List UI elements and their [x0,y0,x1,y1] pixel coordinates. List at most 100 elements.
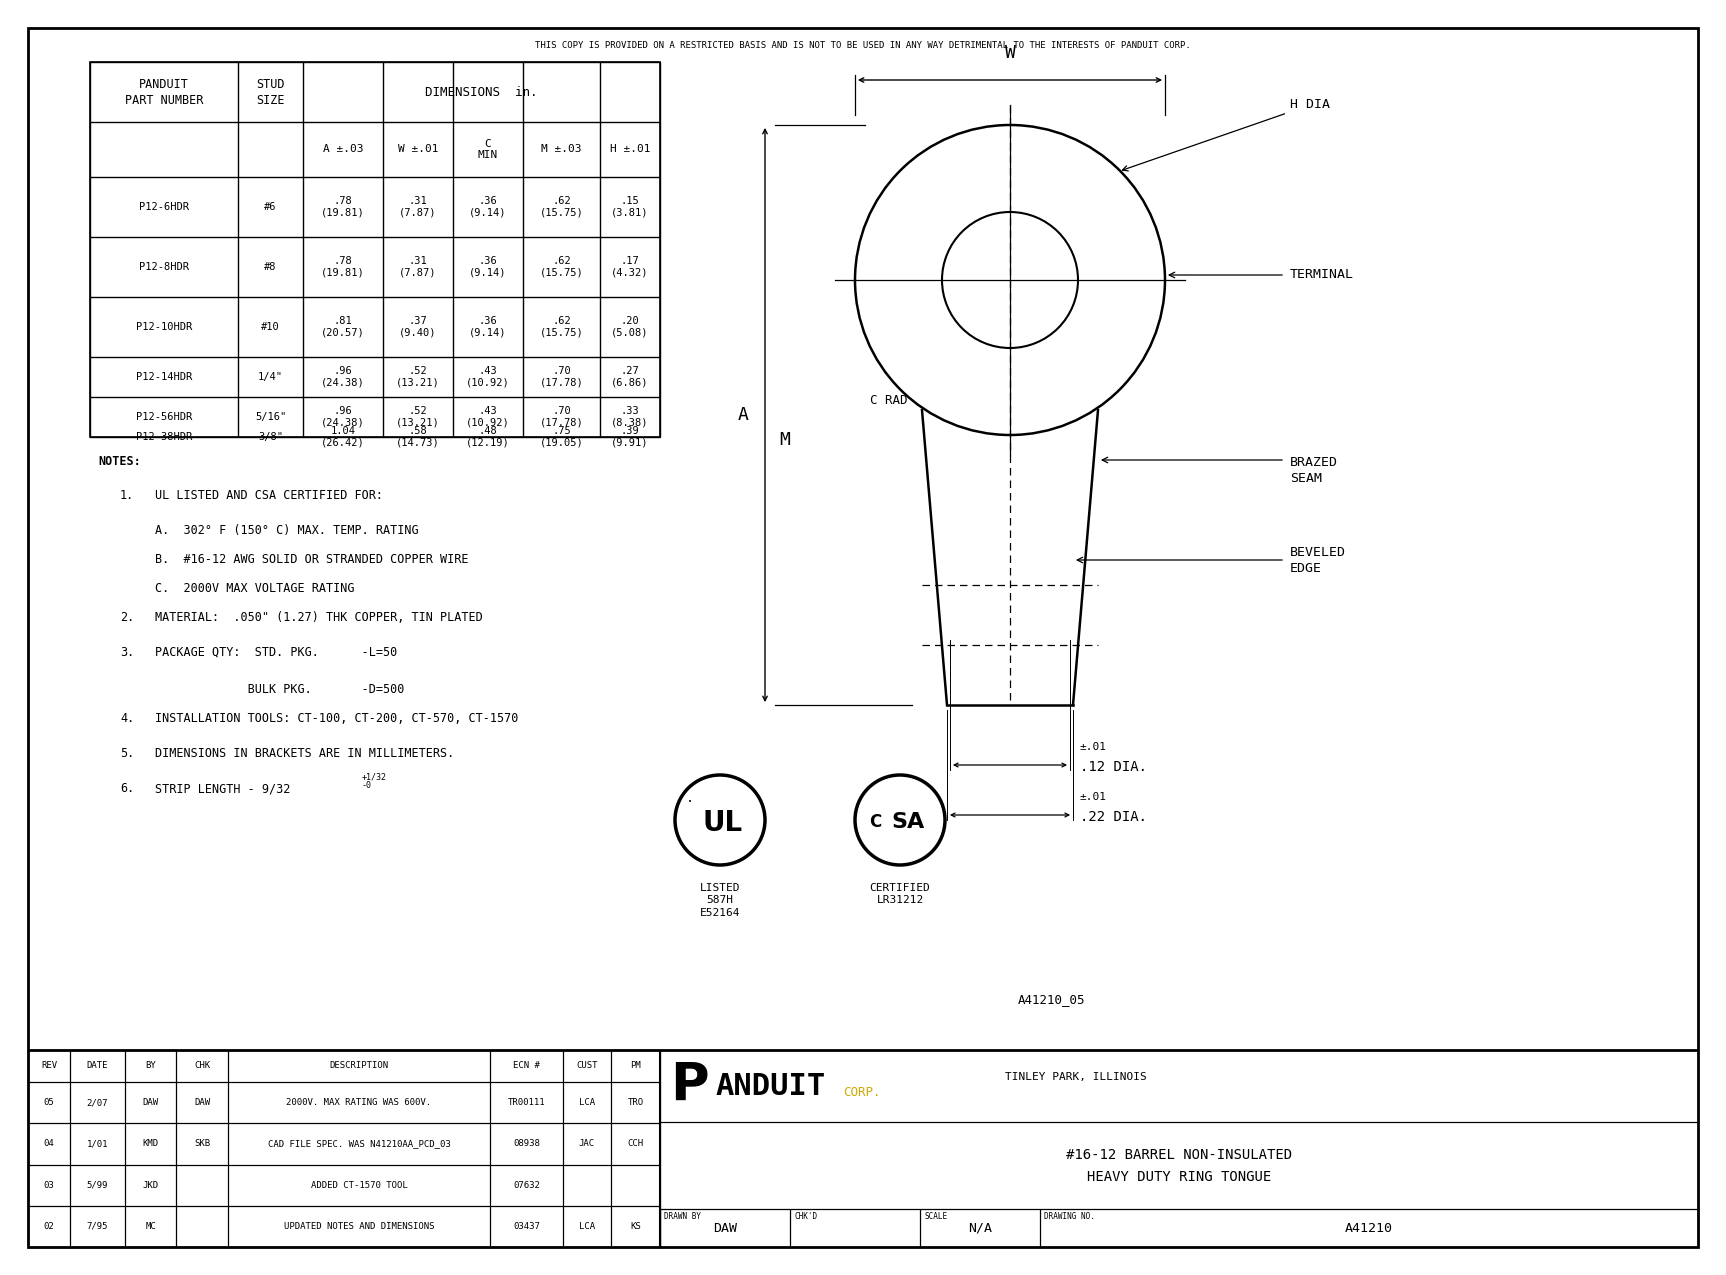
Text: .58
(14.73): .58 (14.73) [397,426,440,448]
Text: H ±.01: H ±.01 [609,144,651,154]
Text: .48
(12.19): .48 (12.19) [466,426,509,448]
Text: .36
(9.14): .36 (9.14) [469,316,507,338]
Text: ANDUIT: ANDUIT [715,1072,825,1102]
Text: C: C [868,813,882,831]
Text: #6: #6 [264,201,276,212]
Bar [90,62,302,122]
Text: TRO: TRO [628,1098,644,1107]
Text: UL: UL [702,810,744,836]
Text: LCA: LCA [578,1098,595,1107]
Text: W: W [1005,45,1015,62]
Text: PM: PM [630,1062,640,1071]
Text: SCALE: SCALE [923,1213,948,1221]
Text: DAW: DAW [143,1098,159,1107]
Text: BRAZED
SEAM: BRAZED SEAM [1289,455,1338,484]
Text: P12-56HDR: P12-56HDR [136,412,192,422]
Text: DRAWING NO.: DRAWING NO. [1044,1213,1094,1221]
Text: MATERIAL:  .050" (1.27) THK COPPER, TIN PLATED: MATERIAL: .050" (1.27) THK COPPER, TIN P… [155,611,483,623]
Text: 07632: 07632 [513,1181,540,1190]
Text: ECN #: ECN # [513,1062,540,1071]
Text: DRAWN BY: DRAWN BY [665,1213,701,1221]
Text: 5/16": 5/16" [255,412,287,422]
Text: UPDATED NOTES AND DIMENSIONS: UPDATED NOTES AND DIMENSIONS [283,1221,435,1230]
Text: .52
(13.21): .52 (13.21) [397,407,440,428]
Text: CHK: CHK [193,1062,211,1071]
Text: BULK PKG.       -D=500: BULK PKG. -D=500 [155,683,404,696]
Text: .31
(7.87): .31 (7.87) [399,256,437,278]
Text: .78
(19.81): .78 (19.81) [321,196,364,218]
Text: M ±.03: M ±.03 [542,144,582,154]
Text: 03437: 03437 [513,1221,540,1230]
Text: REV: REV [41,1062,57,1071]
Text: 2.: 2. [121,611,135,623]
Text: ±.01: ±.01 [1080,792,1106,802]
Text: TINLEY PARK, ILLINOIS: TINLEY PARK, ILLINOIS [1005,1072,1146,1082]
Text: .33
(8.38): .33 (8.38) [611,407,649,428]
Text: 04: 04 [43,1140,55,1149]
Text: BEVELED
EDGE: BEVELED EDGE [1289,546,1346,575]
Text: C.  2000V MAX VOLTAGE RATING: C. 2000V MAX VOLTAGE RATING [155,581,354,595]
Text: DATE: DATE [86,1062,109,1071]
Text: KMD: KMD [143,1140,159,1149]
Text: #10: #10 [261,323,280,332]
Text: .20
(5.08): .20 (5.08) [611,316,649,338]
Text: 2/07: 2/07 [86,1098,109,1107]
Text: UL LISTED AND CSA CERTIFIED FOR:: UL LISTED AND CSA CERTIFIED FOR: [155,490,383,502]
Text: .27
(6.86): .27 (6.86) [611,366,649,388]
Text: .75
(19.05): .75 (19.05) [540,426,583,448]
Text: 03: 03 [43,1181,55,1190]
Text: NOTES:: NOTES: [98,455,142,468]
Text: 6.: 6. [121,782,135,796]
Text: ±.01: ±.01 [1080,742,1106,752]
Text: BY: BY [145,1062,155,1071]
Text: SA: SA [891,812,925,833]
Text: DIMENSIONS  in.: DIMENSIONS in. [425,85,539,98]
Text: P12-38HDR: P12-38HDR [136,432,192,442]
Text: .96
(24.38): .96 (24.38) [321,407,364,428]
Text: 3.: 3. [121,646,135,659]
Text: 1/01: 1/01 [86,1140,109,1149]
Text: .43
(10.92): .43 (10.92) [466,366,509,388]
Text: CCH: CCH [628,1140,644,1149]
Text: .70
(17.78): .70 (17.78) [540,366,583,388]
Text: 08938: 08938 [513,1140,540,1149]
Text: INSTALLATION TOOLS: CT-100, CT-200, CT-570, CT-1570: INSTALLATION TOOLS: CT-100, CT-200, CT-5… [155,711,518,725]
Text: W ±.01: W ±.01 [397,144,438,154]
Text: HEAVY DUTY RING TONGUE: HEAVY DUTY RING TONGUE [1087,1170,1270,1184]
Text: PACKAGE QTY:  STD. PKG.      -L=50: PACKAGE QTY: STD. PKG. -L=50 [155,646,397,659]
Text: DIMENSIONS IN BRACKETS ARE IN MILLIMETERS.: DIMENSIONS IN BRACKETS ARE IN MILLIMETER… [155,747,454,760]
Text: .31
(7.87): .31 (7.87) [399,196,437,218]
Text: M: M [780,431,791,449]
Text: 02: 02 [43,1221,55,1230]
Text: PANDUIT
PART NUMBER: PANDUIT PART NUMBER [124,78,204,107]
Text: .52
(13.21): .52 (13.21) [397,366,440,388]
Text: .78
(19.81): .78 (19.81) [321,256,364,278]
Polygon shape [922,411,1098,705]
Text: .62
(15.75): .62 (15.75) [540,196,583,218]
Circle shape [854,125,1165,435]
Text: .22 DIA.: .22 DIA. [1080,810,1148,824]
Text: C RAD: C RAD [870,394,906,407]
Text: .17
(4.32): .17 (4.32) [611,256,649,278]
Text: DAW: DAW [713,1221,737,1234]
Text: 3/8": 3/8" [257,432,283,442]
Text: .36
(9.14): .36 (9.14) [469,256,507,278]
Text: +1/32: +1/32 [362,771,387,782]
Text: CAD FILE SPEC. WAS N41210AA_PCD_03: CAD FILE SPEC. WAS N41210AA_PCD_03 [268,1140,450,1149]
Text: A: A [737,405,749,425]
Text: TERMINAL: TERMINAL [1289,269,1353,282]
Text: JAC: JAC [578,1140,595,1149]
Text: JKD: JKD [143,1181,159,1190]
Text: B.  #16-12 AWG SOLID OR STRANDED COPPER WIRE: B. #16-12 AWG SOLID OR STRANDED COPPER W… [155,553,468,566]
Text: P: P [670,1060,709,1112]
Text: .62
(15.75): .62 (15.75) [540,256,583,278]
Text: DESCRIPTION: DESCRIPTION [330,1062,388,1071]
Text: .15
(3.81): .15 (3.81) [611,196,649,218]
Text: .62
(15.75): .62 (15.75) [540,316,583,338]
Text: CORP.: CORP. [842,1086,880,1099]
Text: .96
(24.38): .96 (24.38) [321,366,364,388]
Text: 4.: 4. [121,711,135,725]
Text: DAW: DAW [193,1098,211,1107]
Text: LISTED
587H
E52164: LISTED 587H E52164 [699,884,740,918]
Text: P12-10HDR: P12-10HDR [136,323,192,332]
